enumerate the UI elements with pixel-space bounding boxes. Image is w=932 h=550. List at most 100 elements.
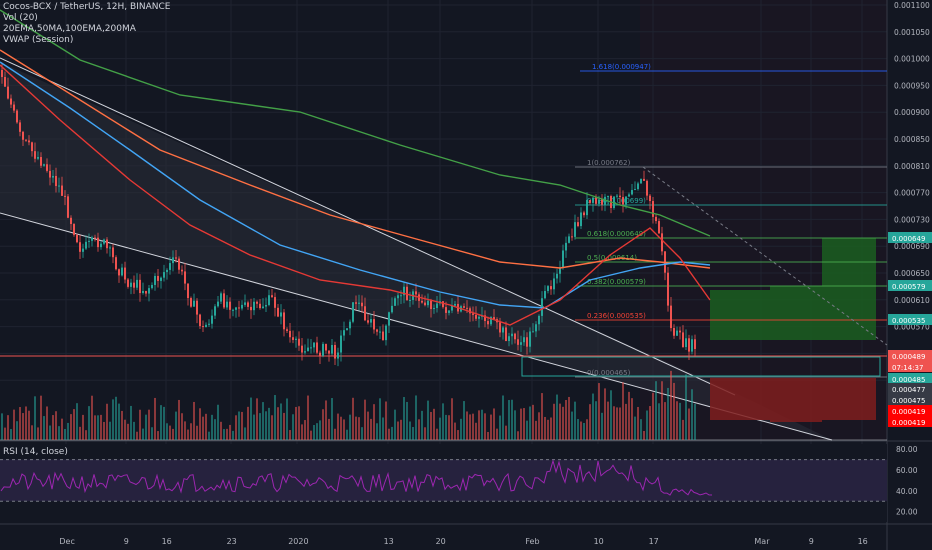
volume-bar [229,424,231,440]
volume-bar [205,413,207,440]
candle-body [316,342,318,353]
volume-bar [121,410,123,440]
volume-bar [196,425,198,440]
volume-bar [76,403,78,440]
price-tick-label: 0.000610 [894,296,930,305]
candle-body [211,315,213,324]
candle-body [67,196,69,218]
indicator-vwap[interactable]: VWAP (Session) [3,35,74,45]
price-tick-label: 0.000770 [894,189,930,198]
candle-body [304,351,306,353]
volume-bar [34,396,36,440]
rsi-tick-label: 20.00 [896,508,918,517]
volume-bar [19,407,21,440]
candle-body [286,329,288,331]
indicator-moving-averages[interactable]: 20EMA,50MA,100EMA,200MA [3,24,136,34]
candle-body [169,263,171,270]
volume-bar [103,421,105,440]
candle-body [415,291,417,295]
volume-bar [415,395,417,440]
candle-body [97,237,99,248]
candle-body [160,277,162,281]
volume-bar [520,408,522,440]
volume-bar [388,428,390,440]
volume-bar [400,419,402,440]
candle-body [550,286,552,290]
candle-body [253,301,255,311]
volume-bar [661,381,663,440]
candle-body [322,343,324,356]
candle-body [595,197,597,204]
volume-bar [313,425,315,440]
price-badge-label: 0.000475 [892,397,925,405]
volume-bar [532,404,534,440]
ma200-line [0,9,711,237]
volume-bar [193,401,195,440]
volume-bar [541,393,543,440]
price-tick-label: 0.000730 [894,215,930,224]
candle-body [694,339,696,349]
volume-bar [181,413,183,440]
candle-body [49,170,51,178]
volume-bar [391,426,393,440]
volume-bar [523,408,525,440]
volume-bar [676,401,678,440]
candle-body [313,342,315,348]
volume-bar [619,407,621,440]
candle-body [325,343,327,351]
candle-body [13,104,15,111]
candle-body [679,330,681,333]
chart-legend: Cocos-BCX / TetherUS, 12H, BINANCE Vol (… [3,2,170,46]
price-badge-label: 0.000419 [892,408,925,416]
volume-bar [154,397,156,440]
volume-bar [148,409,150,440]
volume-bar [250,397,252,440]
candle-body [523,337,525,343]
volume-bar [502,395,504,440]
price-badge [888,280,932,291]
volume-bar [571,411,573,440]
candle-body [55,175,57,187]
candle-body [232,309,234,311]
candle-body [430,300,432,310]
candle-body [628,194,630,197]
candle-body [226,301,228,308]
volume-bar [100,414,102,440]
candle-body [133,282,135,288]
volume-bar [43,416,45,440]
candle-body [220,293,222,302]
volume-bar [376,423,378,440]
volume-bar [538,412,540,440]
candle-body [58,185,60,187]
candle-body [34,151,36,159]
candle-body [640,178,642,184]
candle-body [40,157,42,166]
volume-bar [358,417,360,440]
candle-body [634,189,636,191]
candle-body [580,212,582,227]
volume-bar [67,422,69,440]
stop-zone [710,378,770,420]
candle-body [409,299,411,301]
time-tick-label: 10 [594,537,604,546]
volume-bar [445,414,447,440]
price-badge-label: 0.000419 [892,419,925,427]
time-tick-label: Dec [59,537,74,546]
candle-body [343,330,345,336]
volume-bar [664,402,666,440]
volume-bar [580,421,582,440]
candle-body [373,319,375,330]
candle-body [385,325,387,341]
volume-bar [115,396,117,440]
volume-bar [241,411,243,440]
volume-bar [289,430,291,440]
rsi-label[interactable]: RSI (14, close) [3,447,68,457]
volume-bar [457,430,459,440]
indicator-volume[interactable]: Vol (20) [3,13,38,23]
volume-bar [130,405,132,440]
stop-zone [822,378,876,420]
volume-bar [658,403,660,440]
volume-bar [352,397,354,440]
